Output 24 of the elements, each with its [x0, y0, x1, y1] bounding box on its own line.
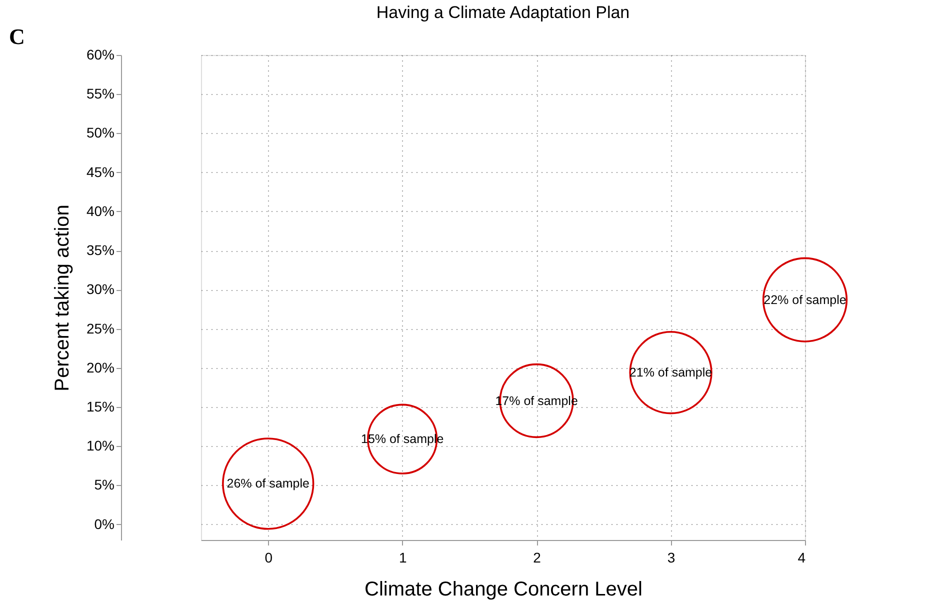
- y-axis-title: Percent taking action: [51, 204, 74, 392]
- x-tick-label: 1: [398, 550, 407, 566]
- annotation: 22% of sample: [764, 292, 846, 307]
- y-tick-label: 30%: [86, 281, 114, 298]
- x-tick-label: 0: [264, 550, 273, 566]
- y-tick-label: 35%: [86, 242, 114, 258]
- y-tick-label: 10%: [86, 438, 114, 454]
- text: C: [9, 24, 25, 49]
- y-tick-label: 60%: [86, 46, 114, 62]
- y-tick-label: 0%: [94, 516, 114, 532]
- x-tick-label: 4: [798, 550, 806, 566]
- y-tick-label: 40%: [86, 202, 114, 219]
- y-tick-label: 45%: [86, 164, 114, 180]
- y-tick-label: 55%: [86, 86, 114, 102]
- x-axis-title: Climate Change Concern Level: [364, 578, 642, 600]
- x-tick-label: 2: [533, 550, 542, 566]
- y-tick-label: 15%: [86, 398, 114, 415]
- x-tick-label: 3: [667, 550, 676, 566]
- y-tick-label: 25%: [86, 320, 114, 336]
- y-tick-label: 50%: [86, 124, 114, 141]
- chart-title: Having a Climate Adaptation Plan: [376, 3, 630, 22]
- y-tick-label: 20%: [86, 359, 114, 376]
- annotation: 26% of sample: [226, 476, 310, 491]
- y-tick-label: 5%: [94, 476, 114, 493]
